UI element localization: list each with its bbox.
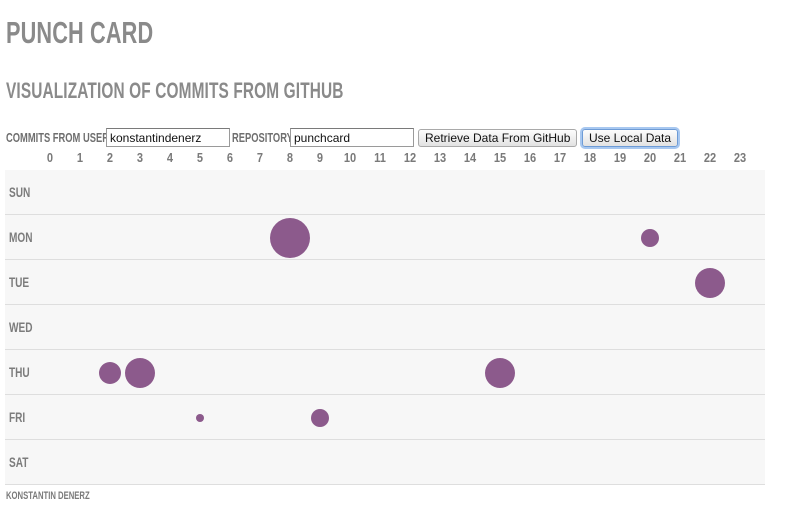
hour-tick-15: 15 (493, 150, 507, 165)
user-input[interactable] (106, 128, 230, 147)
hour-tick-19: 19 (613, 150, 627, 165)
hour-tick-5: 5 (196, 150, 204, 165)
punchcard-grid: SUN MON TUE WED THU FRI SAT (5, 170, 765, 485)
hour-tick-16: 16 (523, 150, 537, 165)
hour-tick-17: 17 (553, 150, 567, 165)
commit-bubble-tue-22 (695, 267, 725, 298)
hour-axis: 0 1 2 3 4 5 6 7 8 9 10 11 12 13 14 15 16 17 18 19 20 21 22 23 (0, 150, 802, 168)
hour-tick-11: 11 (374, 150, 386, 165)
day-label: THU (9, 364, 30, 380)
commit-bubble-fri-9 (311, 408, 329, 427)
commit-bubble-mon-8 (270, 217, 310, 258)
day-label: SAT (9, 454, 29, 470)
hour-tick-13: 13 (433, 150, 447, 165)
commit-bubble-thu-15 (485, 357, 515, 388)
day-label: FRI (9, 409, 26, 425)
controls-bar: COMMITS FROM USER REPOSITORY Retrieve Da… (6, 128, 796, 148)
hour-tick-2: 2 (106, 150, 114, 165)
day-row-mon: MON (5, 215, 765, 260)
day-row-tue: TUE (5, 260, 765, 305)
day-label: WED (9, 319, 33, 335)
commit-bubble-thu-3 (125, 357, 155, 388)
hour-tick-14: 14 (463, 150, 477, 165)
retrieve-data-button[interactable]: Retrieve Data From GitHub (418, 129, 578, 147)
hour-tick-9: 9 (316, 150, 324, 165)
hour-tick-10: 10 (343, 150, 357, 165)
hour-tick-1: 1 (76, 150, 84, 165)
hour-tick-23: 23 (733, 150, 747, 165)
hour-tick-7: 7 (256, 150, 264, 165)
repository-input[interactable] (290, 128, 414, 147)
hour-tick-20: 20 (643, 150, 657, 165)
page-subtitle: VISUALIZATION OF COMMITS FROM GITHUB (6, 78, 344, 103)
hour-tick-12: 12 (403, 150, 417, 165)
commit-bubble-mon-20 (641, 228, 659, 247)
hour-tick-3: 3 (136, 150, 144, 165)
day-row-sun: SUN (5, 170, 765, 215)
hour-tick-6: 6 (226, 150, 234, 165)
commit-bubble-fri-5 (196, 413, 204, 422)
day-row-fri: FRI (5, 395, 765, 440)
hour-tick-8: 8 (286, 150, 294, 165)
hour-tick-21: 21 (673, 150, 687, 165)
hour-tick-4: 4 (166, 150, 174, 165)
day-row-sat: SAT (5, 440, 765, 485)
commit-bubble-thu-2 (99, 361, 121, 384)
hour-tick-22: 22 (703, 150, 717, 165)
repository-label: REPOSITORY (232, 130, 293, 145)
day-row-wed: WED (5, 305, 765, 350)
use-local-data-button[interactable]: Use Local Data (582, 129, 679, 147)
day-label: TUE (9, 274, 30, 290)
user-label: COMMITS FROM USER (6, 130, 109, 145)
author-credit: KONSTANTIN DENERZ (6, 490, 90, 502)
day-label: MON (9, 229, 33, 245)
hour-tick-0: 0 (46, 150, 54, 165)
hour-tick-18: 18 (583, 150, 597, 165)
page-title: PUNCH CARD (6, 15, 154, 50)
day-label: SUN (9, 184, 31, 200)
